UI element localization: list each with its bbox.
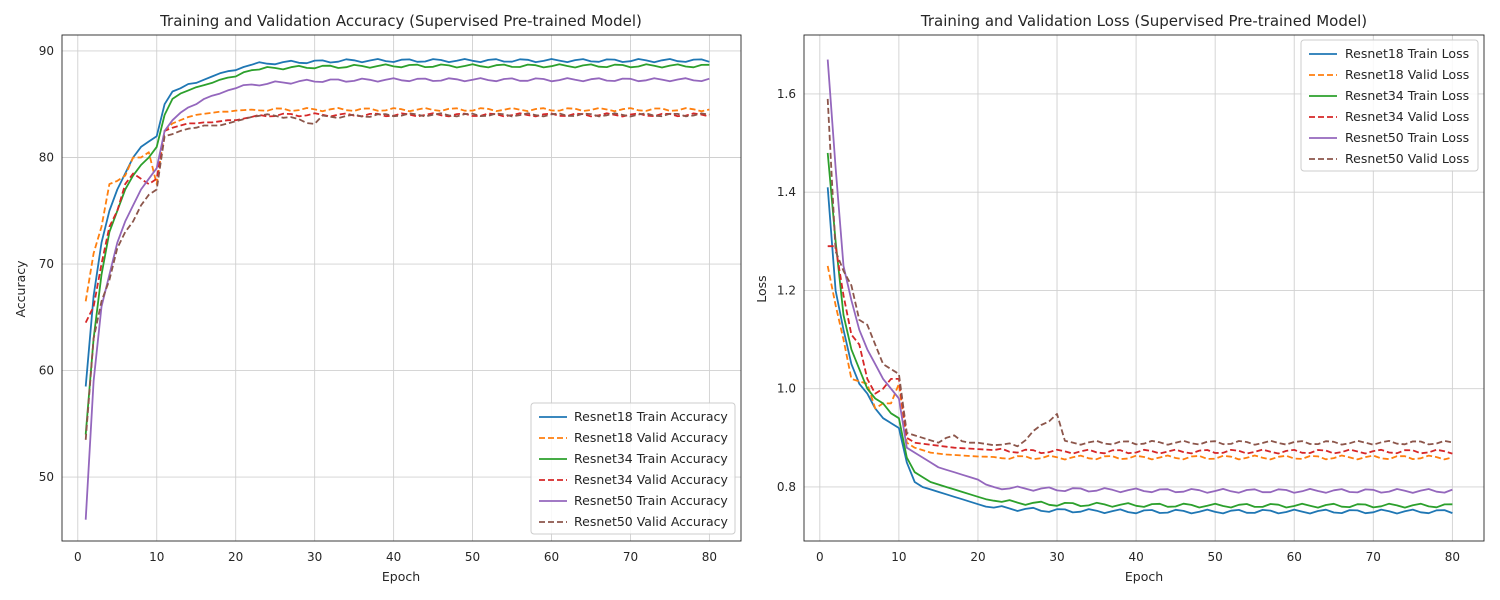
loss-y-tick-label: 1.4 <box>777 185 796 199</box>
accuracy-x-axis-label: Epoch <box>382 569 420 584</box>
loss-x-tick-label: 50 <box>1208 550 1223 564</box>
accuracy-legend-label-1: Resnet18 Train Accuracy <box>574 409 728 424</box>
loss-x-tick-label: 30 <box>1049 550 1064 564</box>
loss-y-tick-label: 1.0 <box>777 382 796 396</box>
loss-chart-title: Training and Validation Loss (Supervised… <box>920 12 1367 30</box>
accuracy-x-tick-label: 40 <box>386 550 401 564</box>
accuracy-x-tick-label: 70 <box>623 550 638 564</box>
loss-series-line-2 <box>826 265 1453 461</box>
loss-series-line-3 <box>826 152 1453 509</box>
loss-y-tick-label: 1.6 <box>777 87 796 101</box>
loss-x-tick-label: 70 <box>1366 550 1381 564</box>
accuracy-x-tick-label: 60 <box>544 550 559 564</box>
accuracy-legend-label-6: Resnet50 Valid Accuracy <box>574 514 728 529</box>
accuracy-series-line-5 <box>84 77 710 520</box>
loss-legend: Resnet18 Train Loss Resnet18 Valid Loss Re… <box>1300 39 1479 172</box>
accuracy-axes-frame <box>61 34 742 542</box>
accuracy-legend-label-5: Resnet50 Train Accuracy <box>574 493 728 508</box>
loss-y-tick-label: 0.8 <box>777 480 796 494</box>
accuracy-tick-labels: 0 10 20 30 40 50 60 70 80 50 60 70 80 90 <box>39 44 717 564</box>
loss-legend-label-1: Resnet18 Train Loss <box>1345 46 1469 61</box>
accuracy-series-lines <box>84 58 710 520</box>
accuracy-x-tick-label: 10 <box>149 550 164 564</box>
loss-legend-box <box>1300 39 1479 172</box>
loss-y-axis-label: Loss <box>754 275 769 302</box>
loss-series-line-6 <box>826 98 1453 448</box>
loss-x-tick-label: 60 <box>1287 550 1302 564</box>
accuracy-x-tick-label: 0 <box>74 550 82 564</box>
loss-x-axis-label: Epoch <box>1125 569 1163 584</box>
accuracy-x-tick-label: 20 <box>228 550 243 564</box>
accuracy-y-axis-label: Accuracy <box>13 260 28 318</box>
accuracy-x-tick-label: 30 <box>307 550 322 564</box>
accuracy-x-tick-label: 50 <box>465 550 480 564</box>
accuracy-legend-label-4: Resnet34 Valid Accuracy <box>574 472 728 487</box>
accuracy-y-tick-label: 80 <box>39 151 54 165</box>
loss-y-tick-label: 1.2 <box>777 283 796 297</box>
loss-series-line-4 <box>827 245 1453 455</box>
loss-legend-label-6: Resnet50 Valid Loss <box>1345 151 1469 166</box>
loss-x-tick-label: 10 <box>891 550 906 564</box>
loss-legend-label-4: Resnet34 Valid Loss <box>1345 109 1469 124</box>
loss-x-tick-label: 0 <box>816 550 824 564</box>
loss-x-tick-label: 40 <box>1128 550 1143 564</box>
loss-chart-panel: Training and Validation Loss (Supervised… <box>754 12 1485 584</box>
loss-tick-labels: 0 10 20 30 40 50 60 70 80 0.8 1.0 1.2 1.4 1.6 <box>777 87 1460 564</box>
loss-axes-frame <box>803 34 1485 542</box>
loss-legend-label-3: Resnet34 Train Loss <box>1345 88 1469 103</box>
accuracy-y-tick-label: 90 <box>39 44 54 58</box>
loss-legend-label-2: Resnet18 Valid Loss <box>1345 67 1469 82</box>
accuracy-y-tick-label: 60 <box>39 364 54 378</box>
accuracy-series-line-3 <box>84 63 710 435</box>
accuracy-y-tick-label: 70 <box>39 257 54 271</box>
accuracy-legend: Resnet18 Train Accuracy Resnet18 Valid Ac… <box>530 402 736 535</box>
loss-series-lines <box>826 59 1453 515</box>
accuracy-y-tick-label: 50 <box>39 470 54 484</box>
accuracy-legend-box <box>530 402 736 535</box>
loss-series-line-5 <box>826 59 1453 494</box>
accuracy-chart-title: Training and Validation Accuracy (Superv… <box>159 12 642 30</box>
accuracy-series-line-4 <box>84 112 710 323</box>
loss-legend-label-5: Resnet50 Train Loss <box>1345 130 1469 145</box>
accuracy-x-tick-label: 80 <box>702 550 717 564</box>
accuracy-legend-label-2: Resnet18 Valid Accuracy <box>574 430 728 445</box>
loss-x-tick-label: 20 <box>970 550 985 564</box>
loss-series-line-1 <box>826 187 1453 515</box>
accuracy-series-line-1 <box>84 58 710 387</box>
accuracy-series-line-2 <box>84 107 710 302</box>
accuracy-legend-label-3: Resnet34 Train Accuracy <box>574 451 728 466</box>
accuracy-series-line-6 <box>84 112 710 440</box>
loss-x-tick-label: 80 <box>1445 550 1460 564</box>
accuracy-chart-panel: Training and Validation Accuracy (Superv… <box>13 12 742 584</box>
